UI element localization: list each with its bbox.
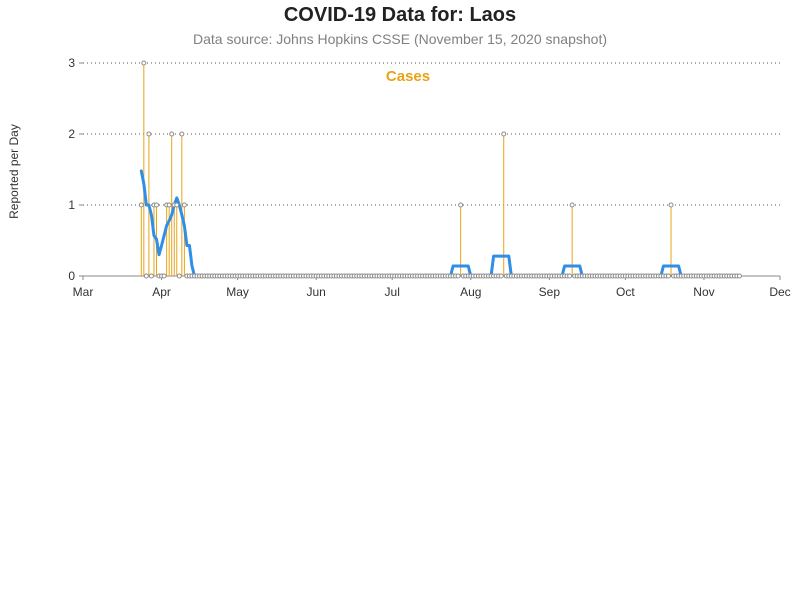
legend-label-cases: Cases bbox=[386, 68, 430, 85]
y-tick-label: 2 bbox=[68, 127, 75, 141]
x-tick-label: Oct bbox=[616, 285, 635, 299]
y-tick-label: 1 bbox=[68, 198, 75, 212]
cases-point bbox=[668, 202, 674, 208]
moving-average-line bbox=[139, 169, 734, 278]
axis-layer: 0 1 2 3 Mar Apr May Jun Jul Aug Sep Oct Nov Dec bbox=[68, 56, 790, 299]
x-tick-label: Aug bbox=[460, 285, 481, 299]
x-tick-label: Mar bbox=[73, 285, 94, 299]
cases-point bbox=[166, 202, 172, 208]
cases-point bbox=[181, 202, 187, 208]
cases-point bbox=[148, 273, 154, 279]
y-tick-label: 3 bbox=[68, 56, 75, 70]
average-layer bbox=[139, 169, 734, 278]
cases-point bbox=[174, 202, 180, 208]
cases-point bbox=[458, 202, 464, 208]
x-tick-label: Nov bbox=[693, 285, 714, 299]
cases-point bbox=[567, 273, 573, 279]
chart-title: COVID-19 Data for: Laos bbox=[283, 4, 517, 26]
cases-point bbox=[498, 273, 504, 279]
x-tick-label: Apr bbox=[152, 285, 171, 299]
x-tick-label: May bbox=[226, 285, 249, 299]
needle-layer bbox=[140, 63, 672, 276]
cases-point bbox=[143, 273, 149, 279]
x-tick-label: Sep bbox=[539, 285, 561, 299]
cases-point bbox=[141, 60, 147, 66]
cases-point bbox=[154, 202, 160, 208]
label-layer: Reported per Day Cases bbox=[7, 68, 430, 219]
cases-point bbox=[179, 131, 185, 137]
cases-point bbox=[736, 273, 742, 279]
x-tick-label: Jul bbox=[385, 285, 400, 299]
cases-point bbox=[455, 273, 461, 279]
marker-layer bbox=[138, 60, 742, 279]
y-axis-label: Reported per Day bbox=[7, 124, 21, 219]
cases-point bbox=[665, 273, 671, 279]
grid-layer bbox=[83, 62, 780, 206]
x-tick-label: Jun bbox=[306, 285, 325, 299]
chart-subtitle: Data source: Johns Hopkins CSSE (Novembe… bbox=[193, 31, 607, 47]
cases-point bbox=[138, 202, 144, 208]
y-tick-label: 0 bbox=[68, 269, 75, 283]
x-tick-label: Dec bbox=[769, 285, 790, 299]
cases-point bbox=[146, 131, 152, 137]
cases-point bbox=[501, 131, 507, 137]
cases-point bbox=[161, 273, 167, 279]
cases-point bbox=[176, 273, 182, 279]
cases-point bbox=[569, 202, 575, 208]
cases-point bbox=[169, 131, 175, 137]
